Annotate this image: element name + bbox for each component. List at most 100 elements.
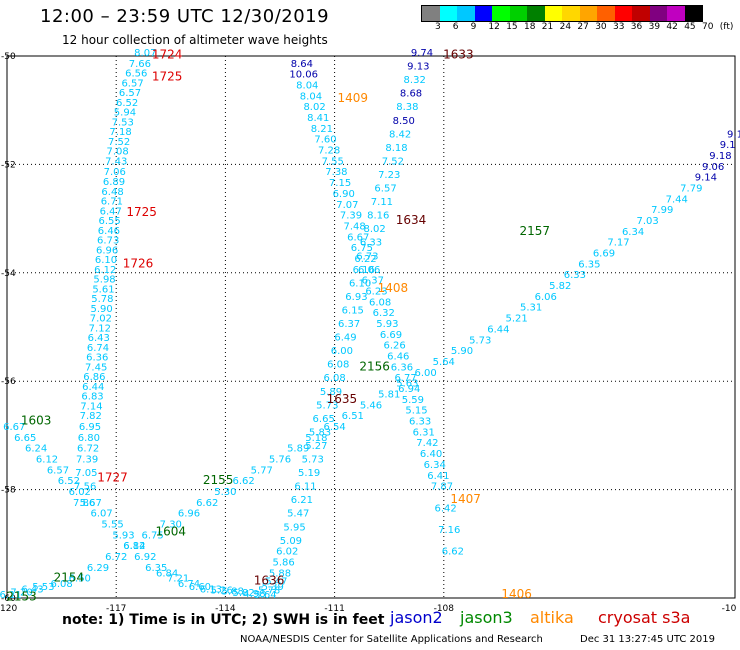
wave-height-value: 5.73 (469, 335, 491, 346)
scale-swatch (457, 6, 475, 21)
wave-height-value: 6.31 (413, 427, 435, 438)
wave-height-value: 5.30 (214, 487, 236, 498)
wave-height-value: 5.77 (251, 465, 273, 476)
scale-label: 27 (577, 22, 589, 32)
satellite-legend-item: jason2 (390, 608, 443, 627)
wave-height-value: 6.56 (125, 69, 147, 80)
wave-height-value: 7.99 (651, 205, 673, 216)
scale-label: 15 (506, 22, 518, 32)
wave-height-value: 6.22 (354, 254, 376, 265)
wave-height-value: 6.11 (0, 590, 22, 601)
wave-height-value: 9.14 (695, 173, 717, 184)
wave-height-value: 6.54 (323, 422, 345, 433)
scale-label: 45 (684, 22, 696, 32)
wave-height-value: 6.12 (94, 265, 116, 276)
wave-height-value: 6.10 (349, 278, 371, 289)
wave-height-value: 6.95 (79, 422, 101, 433)
scale-label: 42 (666, 22, 678, 32)
wave-height-value: 6.46 (98, 226, 120, 237)
axis-ticks: -120 -117 -114 -111 -108 -10 -50 -52 -54 -56 -58 -6… (0, 52, 737, 614)
scale-label: 39 (648, 22, 661, 32)
scale-label: 36 (630, 22, 643, 32)
scale-label: 9 (470, 22, 477, 32)
pass-time-label: 1409 (338, 91, 369, 105)
footer-note: note: 1) Time is in UTC; 2) SWH is in fe… (62, 612, 385, 628)
wave-height-value: 6.16 (353, 265, 375, 276)
pass-time-label: 1407 (450, 492, 481, 506)
wave-height-value: 7.07 (336, 200, 358, 211)
wave-height-value: 6.46 (387, 352, 409, 363)
wave-height-value: 6.74 (178, 579, 200, 590)
wave-height-value: 8.68 (400, 89, 422, 100)
wave-height-value: 9.06 (702, 162, 724, 173)
wave-height-value: 7.79 (680, 184, 702, 195)
wave-height-value: 8.38 (396, 102, 418, 113)
wave-height-value: 7.82 (80, 411, 102, 422)
wave-height-value: 8.16 (367, 211, 389, 222)
wave-height-value: 7.28 (318, 146, 340, 157)
scale-swatch (579, 6, 597, 21)
wave-height-value: 5.26 (211, 586, 233, 597)
wave-height-value: 10.06 (289, 70, 318, 81)
wave-height-value: 6.08 (50, 579, 72, 590)
scale-swatch (474, 6, 492, 21)
wave-height-value: 7.60 (314, 135, 336, 146)
track-1603-1604: 6.676.656.246.126.576.526.025.676.075.55… (3, 422, 266, 600)
wave-height-value: 7.11 (371, 197, 393, 208)
x-tick-label: -108 (434, 604, 455, 614)
map-frame (6, 55, 736, 599)
wave-height-value: 6.62 (232, 476, 254, 487)
wave-height-value: 6.67 (3, 422, 25, 433)
wave-height-value: 6.69 (380, 330, 402, 341)
wave-height-value: 6.75 (351, 243, 373, 254)
wave-height-value: 8.64 (291, 59, 313, 70)
scale-label: 33 (613, 22, 625, 32)
wave-height-value: 7.39 (76, 455, 98, 466)
wave-height-value: 5.73 (302, 455, 324, 466)
pass-time-label: 1604 (156, 525, 187, 539)
wave-height-value: 6.52 (116, 98, 138, 109)
wave-height-value: 6.51 (342, 411, 364, 422)
wave-height-value: 6.86 (83, 372, 105, 383)
wave-height-value: 6.06 (358, 265, 380, 276)
pass-time-label: 1727 (97, 470, 128, 484)
wave-height-value: 8.18 (385, 143, 407, 154)
wave-height-value: 6.23 (365, 286, 387, 297)
wave-height-value: 6.77 (394, 373, 416, 384)
wave-height-value: 6.07 (91, 509, 113, 520)
map-title: 12:00 – 23:59 UTC 12/30/2019 (40, 6, 330, 27)
wave-height-value: 6.93 (345, 292, 367, 303)
wave-height-value: 5.39 (262, 582, 284, 593)
wave-height-value: 5.88 (222, 587, 244, 598)
wave-height-value: 6.41 (427, 471, 449, 482)
wave-height-value: 7.39 (340, 211, 362, 222)
wave-height-value: 7.16 (438, 525, 460, 536)
wave-height-value: 6.80 (78, 433, 100, 444)
wave-height-value: 5.95 (283, 522, 305, 533)
wave-height-value: 5.27 (305, 441, 327, 452)
wave-height-value: 5.59 (402, 395, 424, 406)
y-tick-label: -50 (1, 52, 16, 62)
track-1633-1636: 9.74 9.13 8.32 8.68 8.38 8.50 8.42 8.18 7.52 7.23… (254, 48, 433, 601)
wave-height-value: 7.42 (416, 438, 438, 449)
wave-height-value: 5.18 (305, 433, 327, 444)
wave-height-value: 5.31 (520, 303, 542, 314)
wave-height-value: 6.90 (333, 189, 355, 200)
wave-height-value: 6.52 (58, 476, 80, 487)
wave-height-value: 9.74 (411, 48, 433, 59)
wave-height-value: 6.73 (356, 251, 378, 262)
wave-height-value: 6.74 (87, 343, 109, 354)
wave-height-value: 8.41 (307, 113, 329, 124)
y-tick-label: -56 (1, 377, 16, 387)
wave-height-value: 6.67 (347, 232, 369, 243)
scale-swatch (527, 6, 545, 21)
wave-height-value: 9.1 (720, 140, 736, 151)
scale-label: 70 (702, 22, 714, 32)
wave-height-value: 6.08 (327, 360, 349, 371)
wave-height-value: 5.90 (91, 304, 113, 315)
wave-height-value: 5.78 (91, 294, 113, 305)
pass-time-label: 2153 (6, 590, 37, 604)
wave-height-value: 6.73 (97, 236, 119, 247)
scale-label: 6 (452, 22, 459, 32)
y-tick-label: -58 (1, 486, 16, 496)
